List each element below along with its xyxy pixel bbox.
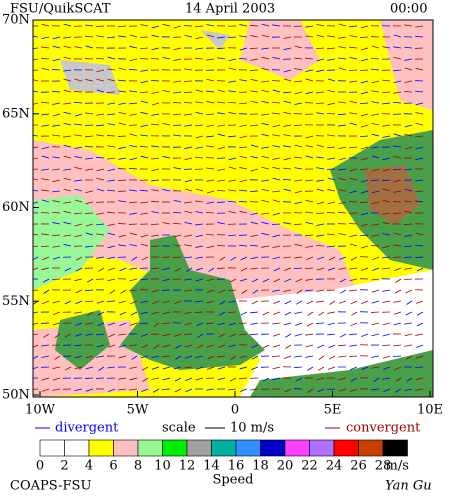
map [30, 20, 433, 397]
colorbar-label: 12 [179, 459, 196, 474]
legend-convergent: convergent [346, 421, 421, 436]
colorbar-box [187, 440, 212, 456]
colorbar-label: 18 [252, 459, 269, 474]
wind-arrow [107, 92, 115, 93]
colorbar-box [138, 440, 163, 456]
footer-right: Yan Gu [385, 479, 432, 494]
wind-arrow [404, 257, 412, 258]
colorbar-box [359, 440, 384, 456]
wind-arrow [371, 180, 379, 181]
legend-scale-value: 10 m/s [230, 421, 274, 436]
wind-arrow [184, 81, 192, 82]
colorbar-label: 8 [134, 459, 142, 474]
colorbar-label: 24 [326, 459, 343, 474]
wind-arrow [349, 70, 357, 71]
colorbar-box [285, 440, 310, 456]
header-date: 14 April 2003 [185, 2, 275, 17]
lon-label: 5E [324, 403, 342, 418]
wind-arrow [360, 37, 368, 38]
colorbar-box [114, 440, 139, 456]
wind-arrow [316, 323, 324, 324]
colorbar-unit: m/s [386, 459, 409, 474]
wind-arrow [349, 356, 357, 357]
colorbar-label: 4 [85, 459, 93, 474]
colorbar-box [236, 440, 261, 456]
colorbar-title: Speed [213, 473, 254, 488]
colorbar-box [163, 440, 188, 456]
lat-label: 70N [2, 13, 30, 28]
wind-arrow [371, 312, 379, 313]
wind-arrow [272, 356, 280, 357]
legend-divergent: divergent [55, 421, 119, 436]
colorbar-label: 22 [301, 459, 318, 474]
colorbar-label: 0 [36, 459, 44, 474]
lon-label: 10E [417, 403, 443, 418]
colorbar-box [334, 440, 359, 456]
wind-arrow [393, 201, 401, 202]
wind-arrow [327, 212, 335, 213]
header-time: 00:00 [390, 2, 427, 17]
wind-arrow [404, 91, 412, 92]
wind-arrow [415, 80, 423, 81]
colorbar-box [310, 440, 335, 456]
wind-arrow [327, 389, 335, 390]
footer-left: COAPS-FSU [10, 479, 91, 494]
colorbar-label: 2 [60, 459, 68, 474]
wind-arrow [85, 146, 93, 147]
wind-arrow [250, 70, 258, 71]
colorbar-box [383, 440, 408, 456]
lon-label: 0 [231, 403, 239, 418]
lat-label: 60N [2, 200, 30, 215]
colorbar-label: 16 [228, 459, 245, 474]
colorbar-label: 26 [350, 459, 367, 474]
wind-arrow [272, 224, 280, 225]
wind-arrow [74, 91, 82, 92]
colorbar-label: 14 [203, 459, 220, 474]
colorbar-label: 20 [277, 459, 294, 474]
wind-arrow [294, 125, 302, 126]
wind-arrow [217, 268, 225, 269]
wind-arrow [151, 246, 159, 247]
lat-label: 55N [2, 294, 30, 309]
legend-scale: scale [162, 421, 196, 436]
colorbar-box [89, 440, 114, 456]
colorbar-box [40, 440, 65, 456]
lat-label: 65N [2, 106, 30, 121]
wind-arrow [239, 201, 247, 202]
wind-arrow [85, 213, 93, 214]
lon-label: 10W [25, 403, 56, 418]
colorbar-box [65, 440, 90, 456]
wind-arrow [239, 58, 247, 59]
colorbar-box [261, 440, 286, 456]
lat-label: 50N [2, 388, 30, 403]
wind-arrow [349, 223, 357, 224]
colorbar-box [212, 440, 237, 456]
colorbar-label: 10 [154, 459, 171, 474]
colorbar-label: 6 [109, 459, 117, 474]
wind-arrow [239, 92, 247, 93]
wind-arrow [52, 69, 60, 70]
wind-arrow [140, 268, 148, 269]
wind-arrow [162, 389, 170, 390]
lon-label: 5W [127, 403, 149, 418]
wind-arrow [118, 136, 126, 137]
wind-arrow [118, 223, 126, 224]
wind-arrow [173, 102, 181, 103]
